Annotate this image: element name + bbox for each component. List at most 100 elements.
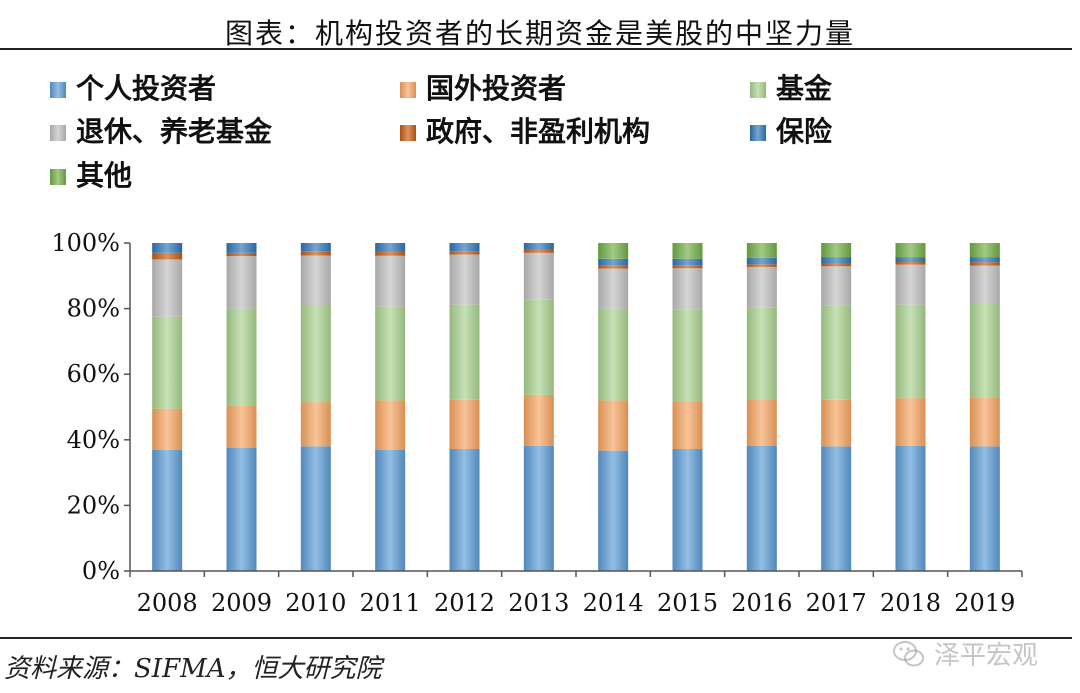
bar-segment <box>672 265 703 269</box>
bar-segment <box>375 251 406 256</box>
bar-segment <box>746 266 777 308</box>
legend-swatch <box>50 82 66 98</box>
bar-segment <box>895 243 926 258</box>
legend-label: 个人投资者 <box>76 72 216 105</box>
legend-label: 退休、养老基金 <box>76 115 273 148</box>
x-tick-label: 2019 <box>954 589 1015 617</box>
bar-segment <box>821 257 852 264</box>
bar-segment <box>152 449 183 571</box>
x-tick-label: 2015 <box>657 589 718 617</box>
watermark-text: 泽平宏观 <box>934 641 1039 671</box>
bar-segment <box>226 252 257 257</box>
bar-segment <box>598 243 629 259</box>
bar-segment <box>523 445 554 571</box>
bar-segment <box>449 399 480 449</box>
legend-swatch <box>50 169 66 185</box>
y-tick-label: 80% <box>67 295 120 323</box>
bar-segment <box>598 308 629 401</box>
bar-segment <box>969 262 1000 266</box>
legend-label: 其他 <box>76 159 132 192</box>
legend-label: 基金 <box>776 72 833 105</box>
legend-label: 政府、非盈利机构 <box>426 115 650 148</box>
y-tick-label: 40% <box>67 426 120 454</box>
bar-segment <box>449 304 480 400</box>
y-tick-label: 100% <box>51 229 120 257</box>
bar-segment <box>746 243 777 258</box>
bar-segment <box>226 243 257 253</box>
legend-label: 国外投资者 <box>426 72 566 105</box>
bar-segment <box>226 448 257 571</box>
bar-segment <box>226 256 257 309</box>
legend-swatch <box>400 82 416 98</box>
legend-item: 保险 <box>750 115 833 148</box>
bar-segment <box>969 265 1000 305</box>
bar-segment <box>746 399 777 446</box>
legend-label: 保险 <box>776 115 833 148</box>
bar-segment <box>969 304 1000 398</box>
x-tick-label: 2013 <box>508 589 569 617</box>
legend-item: 其他 <box>50 159 132 192</box>
bar-segment <box>672 268 703 310</box>
bar-segment <box>969 446 1000 571</box>
bar-segment <box>300 305 331 403</box>
bar-segment <box>152 316 183 409</box>
legend-item: 政府、非盈利机构 <box>400 115 650 148</box>
bar-segment <box>672 401 703 449</box>
bar-segment <box>375 400 406 450</box>
bar-segment <box>375 306 406 401</box>
legend-swatch <box>50 125 66 141</box>
bar-segment <box>895 262 926 265</box>
bar-segment <box>449 243 480 252</box>
bar-segment <box>969 243 1000 258</box>
title-divider <box>0 48 1072 50</box>
bar-segment <box>969 397 1000 447</box>
bar-segment <box>746 307 777 400</box>
bar-segment <box>821 446 852 571</box>
bar-segment <box>226 308 257 406</box>
bar-segment <box>598 258 629 266</box>
y-tick-label: 20% <box>67 491 120 519</box>
x-tick-label: 2012 <box>434 589 495 617</box>
bar-segment <box>821 399 852 447</box>
bar-segment <box>300 446 331 571</box>
chart-axes: 0% 20% 40% 60% 80% 100% 2008 2009 2010 2011 2012 20… <box>51 229 1023 617</box>
bar-segment <box>598 400 629 451</box>
y-tick-label: 60% <box>67 360 120 388</box>
bar-segment <box>523 249 554 253</box>
bar-segment <box>821 266 852 306</box>
bar-segment <box>821 305 852 400</box>
bar-segment <box>672 243 703 259</box>
legend-swatch <box>750 125 766 141</box>
legend-item: 国外投资者 <box>400 72 566 105</box>
bar-segment <box>746 264 777 267</box>
wechat-icon <box>893 640 924 666</box>
bar-segment <box>523 394 554 446</box>
watermark: 泽平宏观 <box>892 635 1038 672</box>
bar-segment <box>375 255 406 307</box>
x-tick-label: 2017 <box>806 589 867 617</box>
bar-segment <box>672 448 703 571</box>
y-tick-label: 0% <box>82 557 120 585</box>
x-tick-label: 2016 <box>731 589 792 617</box>
bar-segment <box>895 398 926 446</box>
legend-item: 个人投资者 <box>50 72 216 105</box>
bar-segment <box>821 263 852 267</box>
bar-segment <box>300 251 331 256</box>
bar-segment <box>598 265 629 269</box>
legend-item: 退休、养老基金 <box>50 115 273 148</box>
legend-item: 基金 <box>750 72 833 105</box>
bar-segment <box>375 449 406 571</box>
bar-segment <box>152 252 183 260</box>
bar-segment <box>152 243 183 253</box>
bar-segment <box>895 264 926 305</box>
x-tick-label: 2008 <box>137 589 198 617</box>
bar-segment <box>300 243 331 252</box>
bar-segment <box>449 448 480 571</box>
bar-segment <box>598 268 629 309</box>
x-tick-label: 2014 <box>583 589 644 617</box>
bar-segment <box>300 402 331 447</box>
bar-segment <box>895 445 926 571</box>
bar-segment <box>523 299 554 395</box>
bar-segment <box>969 257 1000 263</box>
